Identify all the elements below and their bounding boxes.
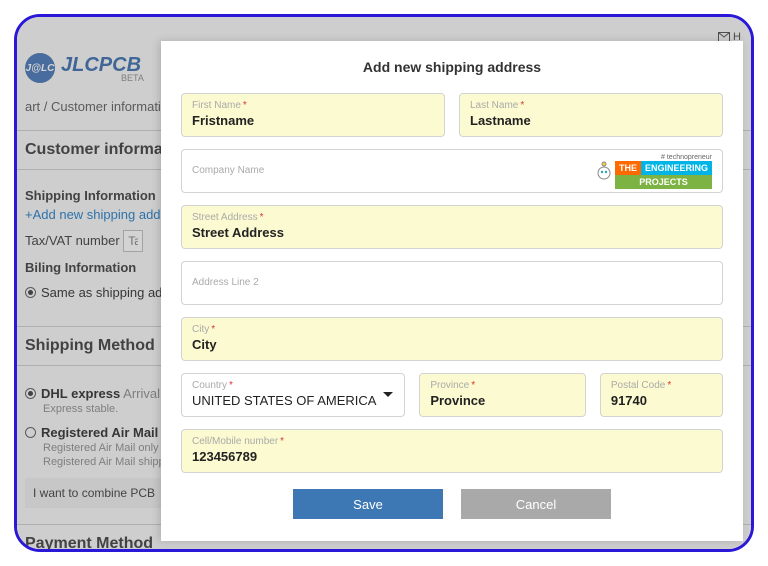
mobile-number-value: 123456789 bbox=[192, 449, 712, 464]
chevron-down-icon bbox=[382, 391, 394, 399]
company-name-field[interactable]: Company Name # technopreneur THE ENGINEE… bbox=[181, 149, 723, 193]
province-value: Province bbox=[430, 393, 575, 408]
last-name-field[interactable]: Last Name* Lastname bbox=[459, 93, 723, 137]
address-line-2-field[interactable]: Address Line 2 bbox=[181, 261, 723, 305]
first-name-value: Fristname bbox=[192, 113, 434, 128]
last-name-value: Lastname bbox=[470, 113, 712, 128]
postal-code-field[interactable]: Post​al Code* 91740 bbox=[600, 373, 723, 417]
city-field[interactable]: City* City bbox=[181, 317, 723, 361]
save-button[interactable]: Save bbox=[293, 489, 443, 519]
first-name-field[interactable]: First Name* Fristname bbox=[181, 93, 445, 137]
province-field[interactable]: Province* Province bbox=[419, 373, 586, 417]
robot-icon bbox=[595, 161, 613, 183]
country-value: UNITED STATES OF AMERICA bbox=[192, 393, 394, 408]
street-address-field[interactable]: Street Address* Street Address bbox=[181, 205, 723, 249]
cancel-button[interactable]: Cancel bbox=[461, 489, 611, 519]
postal-code-value: 91740 bbox=[611, 393, 712, 408]
modal-title: Add new shipping address bbox=[181, 59, 723, 75]
street-address-value: Street Address bbox=[192, 225, 712, 240]
shipping-address-modal: Add new shipping address First Name* Fri… bbox=[161, 41, 743, 541]
mobile-number-field[interactable]: Cell/Mobile number* 123456789 bbox=[181, 429, 723, 473]
app-frame: H J@LC JLCPCB BETA art / Customer inform… bbox=[14, 14, 754, 552]
country-select[interactable]: Country* UNITED STATES OF AMERICA bbox=[181, 373, 405, 417]
city-value: City bbox=[192, 337, 712, 352]
watermark-badge: # technopreneur THE ENGINEERING PROJECTS bbox=[595, 154, 712, 189]
